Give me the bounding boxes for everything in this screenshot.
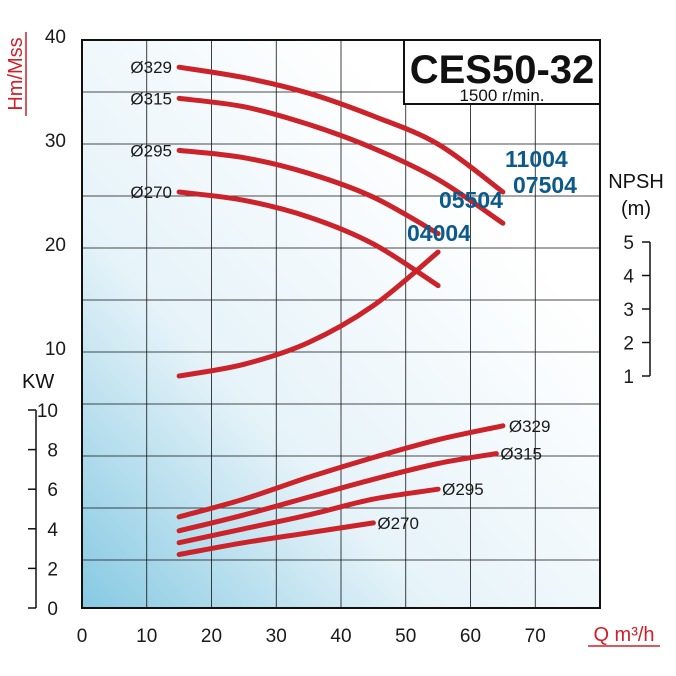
- plot-frame: [81, 39, 601, 609]
- power-tick-label: 2: [47, 559, 58, 580]
- head-curve-3: [176, 147, 441, 237]
- x-tick-label: 70: [525, 626, 546, 647]
- head-tick-label: 30: [45, 131, 66, 152]
- model-label: 07504: [513, 172, 577, 198]
- model-label: 11004: [505, 146, 568, 172]
- model-label: 04004: [407, 220, 471, 246]
- power-curve-label: Ø270: [377, 514, 419, 533]
- head-tick-label: 40: [45, 27, 66, 48]
- model-label: 05504: [439, 187, 503, 213]
- x-tick-label: 50: [395, 626, 416, 647]
- x-tick-label: 0: [77, 626, 88, 647]
- head-curve-label: Ø315: [130, 89, 172, 108]
- power-tick-label: 10: [37, 401, 58, 422]
- head-tick-label: 20: [45, 235, 66, 256]
- power-curve-4: [176, 520, 376, 557]
- power-curve-label: Ø295: [442, 480, 484, 499]
- grid-lines: [82, 40, 600, 608]
- flow-axis-label: Q m³/h: [593, 624, 654, 646]
- chart-title: CES50-32: [410, 48, 595, 92]
- npsh-tick-label: 2: [623, 334, 634, 355]
- title-box: [403, 39, 601, 105]
- head-curve-label: Ø329: [130, 58, 172, 77]
- power-curve-label: Ø315: [500, 445, 542, 464]
- npsh-tick-label: 4: [623, 267, 634, 288]
- x-tick-label: 20: [201, 626, 222, 647]
- power-curve-2: [176, 451, 499, 534]
- npsh-unit-label: (m): [621, 198, 651, 220]
- npsh-tick-label: 1: [623, 367, 634, 388]
- power-tick-label: 6: [47, 480, 58, 501]
- npsh-tick-label: 5: [623, 233, 634, 254]
- x-tick-label: 10: [136, 626, 157, 647]
- chart-subtitle: 1500 r/min.: [459, 86, 544, 105]
- power-curve-1: [176, 423, 506, 520]
- power-curve-3: [176, 486, 441, 546]
- head-axis-label: Hm/Mss: [5, 37, 27, 110]
- npsh-tick-label: 3: [623, 300, 634, 321]
- npsh-axis-label: NPSH: [608, 171, 664, 193]
- x-tick-label: 60: [460, 626, 481, 647]
- x-tick-label: 30: [266, 626, 287, 647]
- x-tick-label: 40: [330, 626, 351, 647]
- head-curve-2: [176, 95, 506, 226]
- power-tick-label: 0: [47, 599, 58, 620]
- head-curve-label: Ø270: [130, 183, 172, 202]
- head-tick-label: 10: [45, 339, 66, 360]
- head-curve-label: Ø295: [130, 141, 172, 160]
- power-tick-label: 4: [47, 520, 58, 541]
- head-curve-4: [176, 189, 441, 289]
- power-curve-label: Ø329: [509, 417, 551, 436]
- head-curve-1: [176, 64, 506, 195]
- power-tick-label: 8: [47, 441, 58, 462]
- power-axis-label: KW: [22, 371, 54, 393]
- npsh-curve-1: [176, 249, 441, 379]
